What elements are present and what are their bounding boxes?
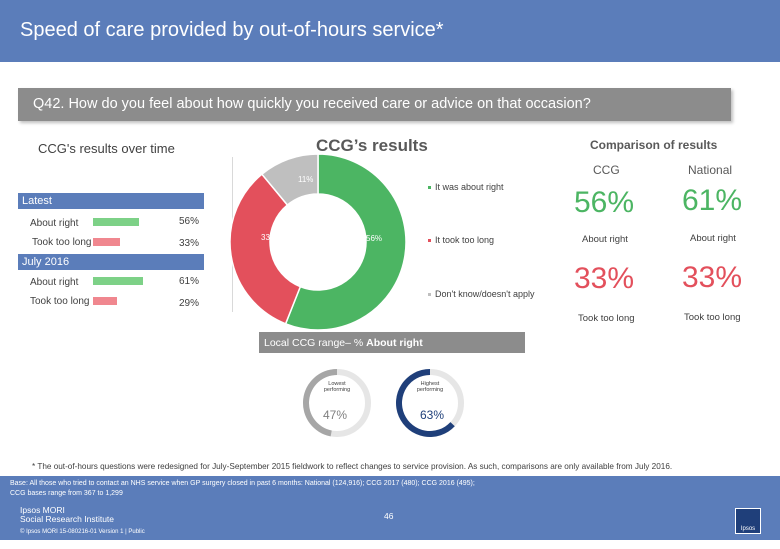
column-ccg: CCG xyxy=(593,163,620,177)
range-header-bar xyxy=(259,332,525,353)
row-label: About right xyxy=(30,218,79,229)
highest-label: Highest performing xyxy=(416,381,444,393)
gauge-fill xyxy=(303,369,337,437)
slice-label-dont-know: 11% xyxy=(298,175,314,184)
bar-july-about-right xyxy=(93,277,144,285)
value-july-about-right: 61% xyxy=(179,276,200,287)
group-header-july-2016 xyxy=(18,254,204,270)
row-label: Took too long xyxy=(30,296,90,307)
base-line-2: CCG bases range from 367 to 1,299 xyxy=(10,490,123,497)
page-number: 46 xyxy=(384,511,394,521)
base-note: Base: All those who tried to contact an … xyxy=(10,479,770,499)
range-title: Local CCG range– % About right xyxy=(264,337,423,349)
value-latest-too-long: 33% xyxy=(179,238,200,249)
donut-title: CCG’s results xyxy=(316,136,428,155)
national-too-long-caption: Took too long xyxy=(684,312,741,323)
legend-swatch xyxy=(428,186,431,190)
copyright: © Ipsos MORI 15-080216-01 Version 1 | Pu… xyxy=(20,529,145,535)
lowest-value: 47% xyxy=(323,408,348,422)
footnote: * The out-of-hours questions were redesi… xyxy=(32,462,673,471)
national-about-right-caption: About right xyxy=(690,233,736,244)
column-national: National xyxy=(688,163,733,177)
lowest-gauge xyxy=(303,369,371,437)
ccg-too-long-caption: Took too long xyxy=(578,313,635,324)
over-time-title: CCG's results over time xyxy=(38,141,175,156)
donut-slice-0 xyxy=(284,153,407,331)
header-bar xyxy=(0,0,780,62)
comparison-title: Comparison of results xyxy=(590,138,718,152)
bar-latest-too-long xyxy=(93,238,121,246)
ipsos-mori-logo: Ipsos MORI Social Research Institute xyxy=(20,506,114,524)
legend-about-right: It was about right xyxy=(428,182,504,192)
ccg-about-right-caption: About right xyxy=(582,234,628,245)
row-label: About right xyxy=(30,277,79,288)
group-label-july-2016: July 2016 xyxy=(22,256,70,268)
slice-label-about-right: 56% xyxy=(366,234,383,243)
legend-label: It took too long xyxy=(435,235,495,245)
ccg-too-long-value: 33% xyxy=(574,262,635,295)
slice-label-too-long: 33% xyxy=(261,233,278,242)
legend-dont-know: Don't know/doesn't apply xyxy=(428,289,535,299)
row-label: Took too long xyxy=(32,237,92,248)
legend-swatch xyxy=(428,239,431,243)
legend-swatch xyxy=(428,293,431,297)
national-about-right-value: 61% xyxy=(682,184,743,217)
highest-gauge xyxy=(396,369,464,437)
bar-july-too-long xyxy=(93,297,117,305)
ipsos-badge-logo: Ipsos xyxy=(735,508,761,534)
value-july-too-long: 29% xyxy=(179,298,200,309)
bar-latest-about-right xyxy=(93,218,139,226)
footer-bar xyxy=(0,476,780,540)
legend-label: It was about right xyxy=(435,182,504,192)
donut-slice-2 xyxy=(260,153,319,207)
group-header-latest xyxy=(18,193,204,209)
logo-line-2: Social Research Institute xyxy=(20,514,115,524)
range-title-prefix: Local CCG range– % xyxy=(264,337,367,349)
legend-label: Don't know/doesn't apply xyxy=(435,289,535,299)
value-latest-about-right: 56% xyxy=(179,216,200,227)
donut-slice-1 xyxy=(229,173,302,325)
range-title-bold: About right xyxy=(366,337,423,349)
gauge-fill xyxy=(396,369,455,437)
lowest-label: Lowest performing xyxy=(323,381,351,393)
national-too-long-value: 33% xyxy=(682,261,743,294)
ccg-about-right-value: 56% xyxy=(574,186,635,219)
legend-too-long: It took too long xyxy=(428,235,494,245)
logo-line-1: Ipsos MORI xyxy=(20,505,65,515)
page-title: Speed of care provided by out-of-hours s… xyxy=(20,19,444,41)
question-bar xyxy=(18,88,731,121)
question-text: Q42. How do you feel about how quickly y… xyxy=(33,96,591,112)
highest-value: 63% xyxy=(420,408,445,422)
donut-chart xyxy=(229,153,407,331)
group-label-latest: Latest xyxy=(22,195,52,207)
base-line-1: Base: All those who tried to contact an … xyxy=(10,480,475,487)
